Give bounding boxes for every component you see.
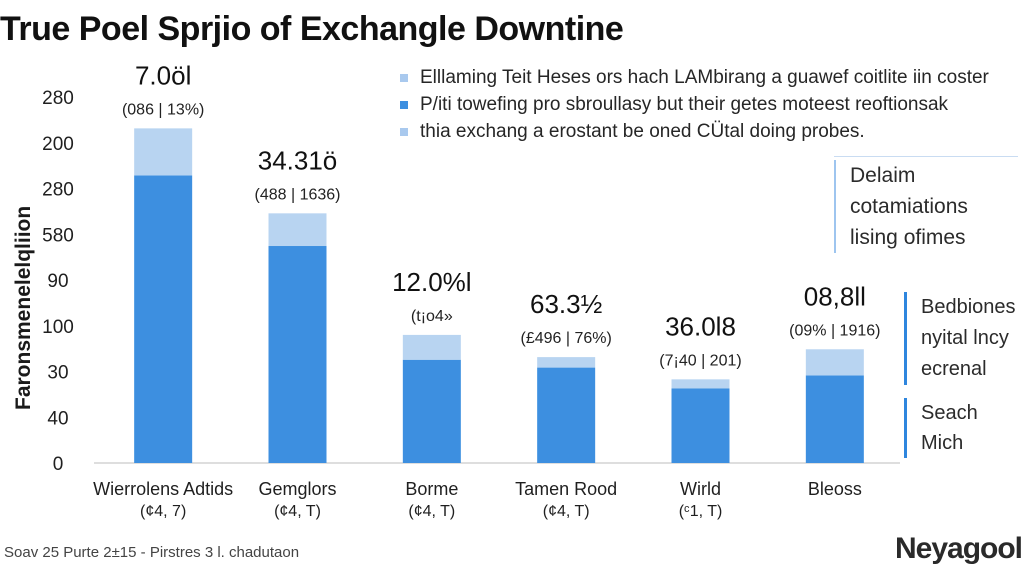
brand-logo: Neyagool — [894, 532, 1023, 565]
annotation-line: ecrenal — [921, 358, 987, 380]
legend-swatch-icon — [400, 73, 408, 82]
bar-segment-top — [671, 379, 730, 389]
y-tick-label: 200 — [42, 134, 74, 155]
data-sublabel: (488 | 1636) — [255, 186, 341, 203]
y-tick-label: 100 — [42, 317, 74, 338]
y-tick-label: 40 — [47, 408, 68, 429]
data-label: 08,8ll — [804, 281, 866, 311]
bar-segment-main — [671, 388, 730, 463]
bar-segment-top — [134, 128, 193, 176]
data-sublabel: (086 | 13%) — [122, 101, 204, 118]
legend-item: Elllaming Teit Heses ors hach LAMbirang … — [400, 64, 1020, 91]
annotation-line: Bedbiones — [921, 296, 1016, 318]
x-tick-sublabel: (¢4, 7) — [140, 503, 186, 520]
y-tick-label: 30 — [47, 363, 68, 384]
footer-source: Soav 25 Purte 2±15 - Pirstres 3 l. chadu… — [4, 544, 300, 561]
legend-swatch-icon — [400, 100, 408, 109]
legend: Elllaming Teit Heses ors hach LAMbirang … — [400, 64, 1020, 145]
bar-segment-top — [402, 334, 461, 360]
legend-label: thia exchang a erostant be oned CÜtal do… — [420, 120, 865, 142]
annotation-line: cotamiations — [850, 195, 968, 218]
annotation-line: Mich — [921, 432, 964, 454]
data-label: 34.31ö — [258, 145, 338, 175]
data-sublabel: (7¡40 | 201) — [659, 352, 741, 369]
legend-swatch-icon — [400, 127, 408, 136]
x-tick-label: Bleoss — [808, 479, 862, 499]
y-tick-label: 580 — [42, 225, 74, 246]
x-tick-label: Borme — [405, 479, 458, 499]
x-tick-label: Wierrolens Adtids — [93, 479, 233, 499]
y-tick-label: 280 — [42, 180, 74, 201]
legend-item: P/iti towefing pro sbroullasy but their … — [400, 91, 1020, 118]
bar-segment-top — [268, 213, 327, 247]
chart-title: True Poel Sprjio of Exchangle Downtine — [0, 10, 624, 48]
legend-item: thia exchang a erostant be oned CÜtal do… — [400, 118, 1020, 145]
x-tick-label: Tamen Rood — [515, 479, 617, 499]
annotation-note: Bedbiones nyital lncy ecrenal — [904, 292, 1016, 385]
x-tick-sublabel: (¢4, T) — [274, 503, 321, 520]
legend-label: Elllaming Teit Heses ors hach LAMbirang … — [420, 66, 989, 88]
data-label: 12.0%l — [392, 267, 472, 297]
bar-segment-top — [805, 349, 864, 376]
x-tick-label: Gemglors — [258, 479, 336, 499]
x-tick-sublabel: (¢4, T) — [408, 503, 455, 520]
x-tick-label: Wirld — [680, 479, 721, 499]
data-sublabel: (£496 | 76%) — [521, 330, 612, 347]
annotation-line: Delaim — [850, 164, 916, 187]
y-tick-label: 0 — [53, 454, 64, 475]
bar-segment-main — [268, 246, 327, 463]
bar-segment-main — [537, 367, 596, 463]
bar-segment-main — [134, 175, 193, 463]
data-sublabel: (t¡o4» — [411, 308, 453, 325]
bar-segment-main — [402, 359, 461, 463]
bar-segment-top — [537, 357, 596, 368]
annotation-line: Seach — [921, 402, 978, 424]
annotation-line: lising ofimes — [850, 226, 966, 249]
annotation-line: nyital lncy — [921, 327, 1009, 349]
y-tick-label: 280 — [42, 88, 74, 109]
data-label: 36.0l8 — [665, 311, 736, 341]
data-label: 7.0öl — [135, 60, 191, 90]
data-label: 63.3½ — [530, 289, 602, 319]
x-tick-sublabel: (¢4, T) — [543, 503, 590, 520]
note-divider — [834, 156, 1018, 157]
y-tick-label: 90 — [47, 271, 68, 292]
annotation-note: Delaim cotamiations lising ofimes — [834, 160, 972, 253]
data-sublabel: (09% | 1916) — [789, 322, 880, 339]
legend-label: P/iti towefing pro sbroullasy but their … — [420, 93, 949, 115]
annotation-note: Seach Mich — [904, 398, 978, 458]
bar-segment-main — [805, 375, 864, 463]
x-tick-sublabel: (ᶜ1, T) — [679, 503, 723, 520]
